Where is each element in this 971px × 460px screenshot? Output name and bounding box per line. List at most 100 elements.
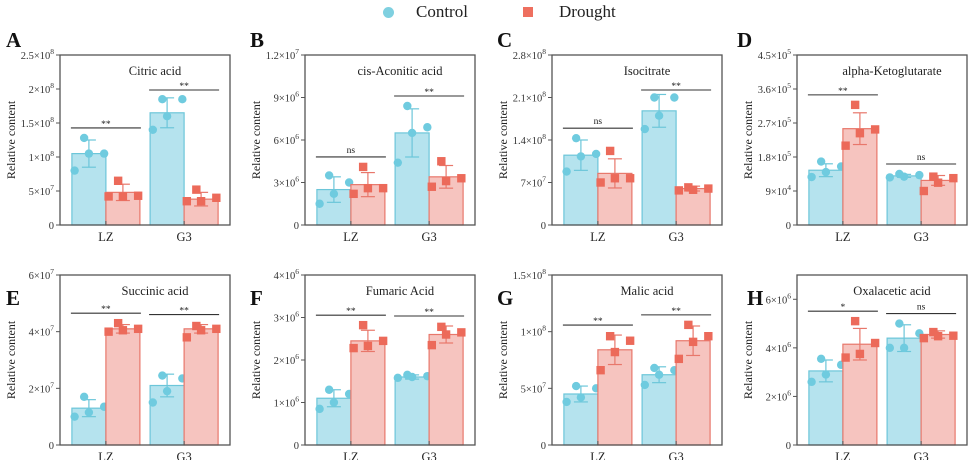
y-tick-label: 3×106: [274, 175, 300, 190]
panel-letter: F: [250, 286, 263, 310]
data-point-drought: [378, 336, 388, 346]
x-tick-label: G3: [421, 450, 436, 460]
data-point-control: [79, 133, 89, 143]
data-point-drought: [349, 343, 358, 353]
square-marker-icon: [523, 7, 533, 17]
data-point-control: [650, 363, 659, 373]
x-tick-label: LZ: [835, 230, 850, 244]
x-tick-label: LZ: [343, 230, 358, 244]
data-point-drought: [929, 172, 938, 181]
data-point-control: [807, 377, 816, 387]
data-point-drought: [457, 328, 466, 337]
chart-title: Succinic acid: [122, 284, 190, 298]
bar-control-g3: [394, 376, 430, 446]
y-tick-label: 1.4×108: [513, 132, 547, 147]
y-tick-label: 4.5×105: [758, 47, 792, 62]
legend: Control Drought: [0, 2, 971, 26]
data-point-drought: [437, 157, 446, 166]
data-point-drought: [104, 192, 113, 201]
data-point-control: [807, 172, 816, 182]
panel-a: A Relative content ** ** Citric acid 0 5×107 1×…: [4, 28, 231, 244]
data-point-drought: [688, 337, 698, 347]
data-point-drought: [118, 192, 128, 201]
y-tick-label: 0: [786, 221, 791, 232]
y-tick-label: 0: [294, 221, 299, 232]
panel-f: F Relative content ** ** Fumaric Acid 0 1×106 2…: [249, 267, 476, 460]
data-point-drought: [358, 320, 368, 330]
chart-title: Oxalacetic acid: [853, 284, 931, 298]
plot-frame: [796, 274, 968, 446]
y-tick-label: 0: [49, 441, 54, 452]
data-point-control: [324, 385, 334, 394]
y-tick-label: 0: [541, 221, 546, 232]
significance-label: **: [346, 307, 356, 317]
significance-label: *: [841, 303, 846, 313]
data-point-drought: [192, 321, 201, 331]
y-axis-label: Relative content: [249, 320, 263, 399]
plot-frame: [796, 54, 968, 226]
data-point-control: [148, 398, 158, 407]
data-point-drought: [441, 330, 451, 339]
data-point-drought: [358, 162, 368, 172]
data-point-control: [591, 149, 601, 159]
data-point-control: [324, 171, 334, 180]
bar-drought-lz: [105, 328, 141, 446]
data-point-control: [423, 123, 432, 132]
data-point-drought: [196, 326, 206, 335]
significance-label: **: [101, 120, 111, 130]
data-point-control: [670, 93, 679, 102]
data-point-drought: [113, 318, 123, 328]
legend-item-control[interactable]: Control: [383, 2, 468, 22]
data-point-drought: [855, 349, 865, 359]
y-tick-label: 0: [786, 441, 791, 452]
y-tick-label: 1.5×108: [21, 115, 55, 130]
y-tick-label: 0: [49, 221, 54, 232]
data-point-control: [162, 112, 172, 121]
bar-drought-g3: [920, 333, 956, 446]
data-point-drought: [933, 332, 943, 341]
data-point-drought: [596, 178, 605, 187]
x-tick-label: LZ: [590, 230, 605, 244]
circle-marker-icon: [383, 6, 394, 18]
data-point-drought: [605, 332, 615, 341]
data-point-drought: [182, 333, 192, 342]
data-point-drought: [919, 333, 929, 343]
data-point-control: [885, 343, 895, 353]
significance-label: ns: [917, 153, 926, 163]
significance-label: ns: [917, 303, 926, 313]
significance-label: **: [424, 308, 434, 318]
data-point-control: [148, 125, 158, 134]
y-tick-label: 1×108: [29, 149, 55, 164]
data-point-control: [816, 354, 826, 363]
y-axis-label: Relative content: [4, 100, 18, 179]
legend-item-drought[interactable]: Drought: [523, 2, 616, 22]
data-point-drought: [684, 183, 693, 192]
data-point-drought: [133, 191, 143, 200]
data-point-control: [79, 392, 89, 402]
panel-h: H Relative content * ns Oxalacetic acid 0 2×10…: [741, 274, 968, 460]
panel-letter: E: [6, 286, 20, 310]
data-point-drought: [850, 100, 860, 110]
panel-d: D Relative content ** ns alpha-Ketoglutarate…: [737, 28, 968, 244]
data-point-control: [816, 157, 826, 166]
plot-frame: [59, 54, 231, 226]
y-tick-label: 2×106: [274, 352, 300, 367]
y-tick-label: 3.6×105: [758, 81, 792, 96]
data-point-control: [393, 373, 403, 383]
data-point-drought: [684, 320, 693, 330]
y-tick-label: 2.5×108: [21, 47, 55, 62]
x-tick-label: G3: [913, 450, 928, 460]
data-point-control: [84, 149, 94, 158]
y-axis-label: Relative content: [496, 320, 510, 399]
data-point-control: [821, 167, 831, 177]
significance-label: **: [101, 305, 111, 315]
data-point-drought: [378, 183, 388, 193]
y-axis-label: Relative content: [741, 320, 755, 399]
data-point-control: [84, 408, 94, 417]
data-point-control: [158, 95, 167, 104]
bar-drought-lz: [350, 340, 386, 446]
plot-frame: [59, 274, 231, 446]
significance-label: **: [838, 87, 848, 97]
data-point-drought: [625, 174, 635, 183]
